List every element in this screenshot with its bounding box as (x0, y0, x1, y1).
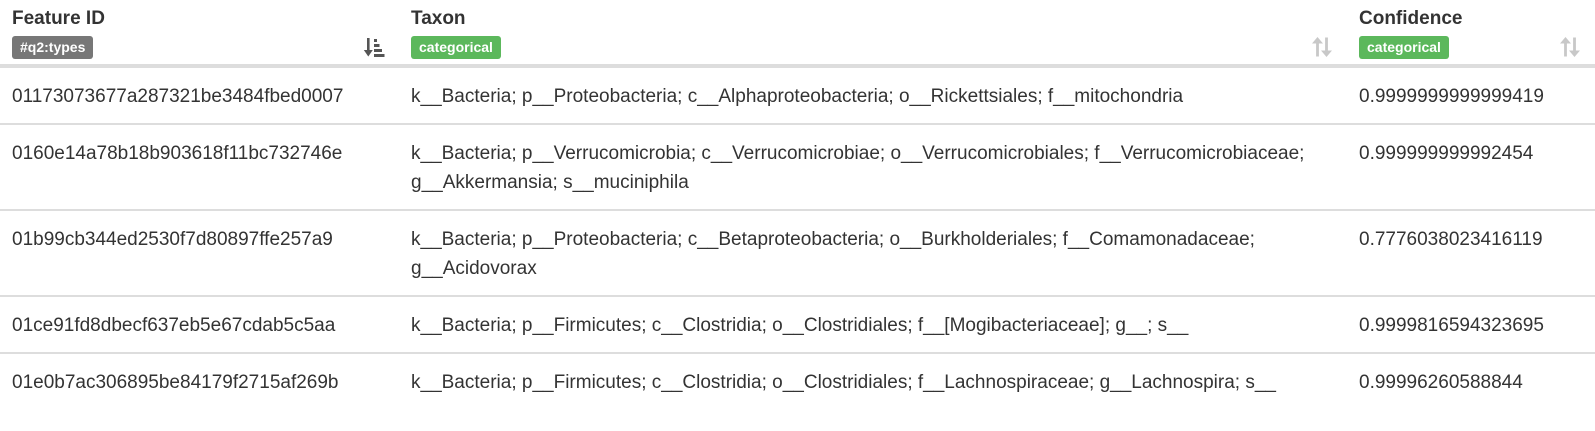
confidence-cell: 0.999999999992454 (1347, 123, 1595, 210)
column-title: Feature ID (12, 8, 105, 29)
feature-id-cell: 01173073677a287321be3484fbed0007 (12, 86, 344, 107)
header-row: Feature ID #q2:types Taxon categorical (0, 0, 1595, 68)
taxon-cell: k__Bacteria; p__Firmicutes; c__Clostridi… (399, 295, 1347, 353)
table-body: 01173073677a287321be3484fbed0007 k__Bact… (0, 66, 1595, 409)
confidence-cell: 0.9999816594323695 (1347, 295, 1595, 353)
sort-amount-down-icon[interactable] (363, 36, 385, 58)
column-title: Confidence (1359, 8, 1463, 29)
feature-id-cell: 01e0b7ac306895be84179f2715af269b (0, 352, 399, 409)
column-header-feature-id[interactable]: Feature ID #q2:types (0, 0, 399, 68)
confidence-cell: 0.99996260588844 (1347, 352, 1595, 409)
table-row: 01e0b7ac306895be84179f2715af269b k__Bact… (0, 352, 1595, 409)
column-header-taxon[interactable]: Taxon categorical (399, 0, 1347, 68)
confidence-cell: 0.7776038023416119 (1347, 209, 1595, 296)
sort-icon[interactable] (1311, 36, 1333, 58)
table-row: 01b99cb344ed2530f7d80897ffe257a9 k__Bact… (0, 209, 1595, 296)
table-row: 0160e14a78b18b903618f11bc732746e k__Bact… (0, 123, 1595, 210)
taxon-cell: k__Bacteria; p__Verrucomicrobia; c__Verr… (399, 123, 1347, 210)
taxon-cell: k__Bacteria; p__Proteobacteria; c__Betap… (399, 209, 1347, 296)
confidence-cell: 0.9999999999999419 (1359, 86, 1544, 107)
feature-id-cell: 01ce91fd8dbecf637eb5e67cdab5c5aa (0, 295, 399, 353)
type-badge: #q2:types (12, 36, 94, 59)
feature-id-cell: 01b99cb344ed2530f7d80897ffe257a9 (0, 209, 399, 296)
taxon-cell: k__Bacteria; p__Proteobacteria; c__Alpha… (411, 86, 1184, 107)
table-row: 01173073677a287321be3484fbed0007 k__Bact… (0, 66, 1595, 124)
table-header: Feature ID #q2:types Taxon categorical (0, 0, 1595, 68)
column-header-confidence[interactable]: Confidence categorical (1347, 0, 1595, 68)
sort-icon[interactable] (1559, 36, 1581, 58)
taxon-cell: k__Bacteria; p__Firmicutes; c__Clostridi… (399, 352, 1347, 409)
type-badge: categorical (1359, 36, 1449, 59)
type-badge: categorical (411, 36, 501, 59)
table-row: 01ce91fd8dbecf637eb5e67cdab5c5aa k__Bact… (0, 295, 1595, 353)
metadata-table: Feature ID #q2:types Taxon categorical (0, 0, 1595, 409)
column-title: Taxon (411, 8, 466, 29)
feature-id-cell: 0160e14a78b18b903618f11bc732746e (0, 123, 399, 210)
